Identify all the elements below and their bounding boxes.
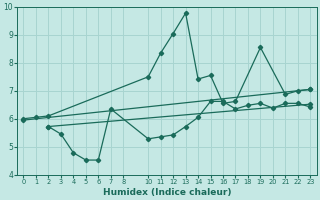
X-axis label: Humidex (Indice chaleur): Humidex (Indice chaleur) <box>103 188 231 197</box>
